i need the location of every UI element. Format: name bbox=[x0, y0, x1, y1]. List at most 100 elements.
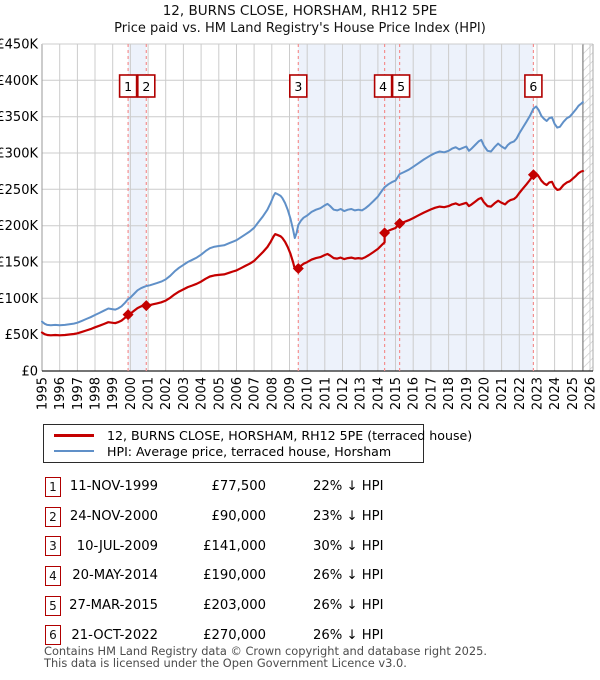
y-axis-label: £50K bbox=[5, 328, 39, 343]
sale-number-badge: 2 bbox=[45, 506, 61, 527]
x-axis-label: 2021 bbox=[495, 377, 510, 410]
x-axis-label: 2013 bbox=[354, 377, 369, 410]
legend-property-label: 12, BURNS CLOSE, HORSHAM, RH12 5PE (terr… bbox=[107, 427, 473, 443]
sale-point-marker bbox=[527, 169, 539, 181]
sale-number-box bbox=[524, 74, 543, 98]
y-axis-label: £400K bbox=[0, 74, 38, 89]
sale-price: £77,500 bbox=[211, 479, 266, 495]
footer-line-2: This data is licensed under the Open Gov… bbox=[44, 656, 407, 671]
sale-price: £203,000 bbox=[203, 598, 266, 614]
legend-row-hpi: HPI: Average price, terraced house, Hors… bbox=[44, 443, 423, 459]
footer: Contains HM Land Registry data © Crown c… bbox=[44, 645, 487, 670]
y-axis-label: £300K bbox=[0, 147, 38, 162]
sale-number-box bbox=[118, 74, 138, 98]
future-hatch bbox=[582, 44, 593, 371]
x-axis-label: 2024 bbox=[548, 377, 563, 410]
x-axis-label: 2020 bbox=[477, 377, 492, 410]
x-axis-label: 1998 bbox=[89, 377, 104, 410]
sale-price: £270,000 bbox=[203, 627, 266, 643]
sale-number-box bbox=[391, 74, 411, 98]
x-axis-label: 2019 bbox=[460, 377, 475, 410]
sale-date: 27-MAR-2015 bbox=[69, 598, 158, 614]
sale-date: 11-NOV-1999 bbox=[69, 479, 158, 495]
table-row: 4 20-MAY-2014 £190,000 26% ↓ HPI bbox=[45, 561, 555, 591]
legend: 12, BURNS CLOSE, HORSHAM, RH12 5PE (terr… bbox=[43, 424, 472, 463]
table-row: 6 21-OCT-2022 £270,000 26% ↓ HPI bbox=[45, 620, 555, 650]
sale-point-marker bbox=[140, 300, 152, 312]
y-axis-label: £250K bbox=[0, 183, 38, 198]
sale-date: 24-NOV-2000 bbox=[69, 509, 158, 525]
sale-vs-hpi: 26% ↓ HPI bbox=[313, 598, 384, 614]
x-axis-label: 2016 bbox=[407, 377, 422, 410]
x-axis-label: 1997 bbox=[71, 377, 86, 410]
sale-number-label: 1 bbox=[124, 79, 132, 94]
x-axis-label: 2017 bbox=[424, 377, 439, 410]
x-axis-label: 2001 bbox=[142, 377, 157, 410]
sale-vs-hpi: 30% ↓ HPI bbox=[313, 538, 384, 554]
sale-price: £90,000 bbox=[211, 509, 266, 525]
y-axis-label: £150K bbox=[0, 256, 38, 271]
owned-period-shade bbox=[128, 44, 147, 371]
legend-row-property: 12, BURNS CLOSE, HORSHAM, RH12 5PE (terr… bbox=[44, 427, 472, 443]
x-axis-label: 1995 bbox=[36, 377, 51, 410]
sale-price: £141,000 bbox=[203, 538, 266, 554]
sale-number-badge: 1 bbox=[45, 476, 61, 497]
sale-number-label: 6 bbox=[529, 79, 537, 94]
sale-vs-hpi: 23% ↓ HPI bbox=[313, 509, 384, 525]
y-axis-label: £350K bbox=[0, 110, 38, 125]
x-axis-label: 2000 bbox=[124, 377, 139, 410]
x-axis-label: 2002 bbox=[159, 377, 174, 410]
sale-number-badge: 5 bbox=[45, 595, 61, 616]
x-axis-label: 2026 bbox=[584, 377, 599, 410]
sale-point-marker bbox=[394, 217, 406, 229]
sale-vs-hpi: 26% ↓ HPI bbox=[313, 568, 384, 584]
sale-vs-hpi: 22% ↓ HPI bbox=[313, 479, 384, 495]
sale-number-label: 5 bbox=[397, 79, 405, 94]
x-axis-label: 2007 bbox=[248, 377, 263, 410]
table-row: 1 11-NOV-1999 £77,500 22% ↓ HPI bbox=[45, 472, 555, 502]
sale-number-label: 3 bbox=[294, 79, 302, 94]
x-axis-label: 2014 bbox=[371, 377, 386, 410]
sale-number-badge: 4 bbox=[45, 565, 61, 586]
x-axis-label: 2011 bbox=[318, 377, 333, 410]
table-row: 3 10-JUL-2009 £141,000 30% ↓ HPI bbox=[45, 531, 555, 561]
x-axis-label: 2005 bbox=[212, 377, 227, 410]
sale-number-label: 4 bbox=[379, 79, 387, 94]
x-axis-label: 2025 bbox=[566, 377, 581, 410]
sale-number-label: 2 bbox=[142, 79, 150, 94]
y-axis-label: £100K bbox=[0, 292, 38, 307]
sale-date: 20-MAY-2014 bbox=[72, 568, 158, 584]
x-axis-label: 2003 bbox=[177, 377, 192, 410]
sale-date: 10-JUL-2009 bbox=[76, 538, 158, 554]
x-axis-label: 2018 bbox=[442, 377, 457, 410]
sales-table: 1 11-NOV-1999 £77,500 22% ↓ HPI 2 24-NOV-2000… bbox=[45, 472, 555, 650]
sale-number-box bbox=[137, 74, 156, 98]
x-axis-label: 2009 bbox=[283, 377, 298, 410]
x-axis-label: 1999 bbox=[106, 377, 121, 410]
table-row: 5 27-MAR-2015 £203,000 26% ↓ HPI bbox=[45, 591, 555, 621]
owned-period-shade bbox=[298, 44, 534, 371]
sale-point-marker bbox=[122, 309, 134, 321]
footer-line-1: Contains HM Land Registry data © Crown c… bbox=[44, 644, 488, 658]
sale-number-badge: 3 bbox=[45, 536, 61, 557]
x-axis-label: 2023 bbox=[531, 377, 546, 410]
legend-hpi-label: HPI: Average price, terraced house, Hors… bbox=[107, 443, 392, 459]
price-chart: 1 2 3 4 5 6 £0 £50K £100K £150K £200K £250K £300K £35… bbox=[0, 38, 599, 411]
sale-price: £190,000 bbox=[203, 568, 266, 584]
sale-point-marker bbox=[292, 263, 304, 275]
sale-number-box bbox=[373, 74, 393, 98]
sale-vs-hpi: 26% ↓ HPI bbox=[313, 627, 384, 643]
y-axis-label: £450K bbox=[0, 38, 38, 53]
x-axis-label: 2004 bbox=[195, 377, 210, 410]
sale-number-badge: 6 bbox=[45, 625, 61, 646]
x-axis-label: 2015 bbox=[389, 377, 404, 410]
sale-point-marker bbox=[379, 227, 391, 239]
x-axis-label: 2008 bbox=[265, 377, 280, 410]
x-axis-label: 2006 bbox=[230, 377, 245, 410]
hpi-line-swatch bbox=[54, 450, 94, 452]
price-chart-svg: 1 2 3 4 5 6 £0 £50K £100K £150K £200K £250K £300K £35… bbox=[0, 38, 599, 411]
hpi-line bbox=[41, 101, 584, 327]
page-subtitle: Price paid vs. HM Land Registry's House … bbox=[114, 21, 486, 36]
x-axis-label: 2022 bbox=[513, 377, 528, 410]
